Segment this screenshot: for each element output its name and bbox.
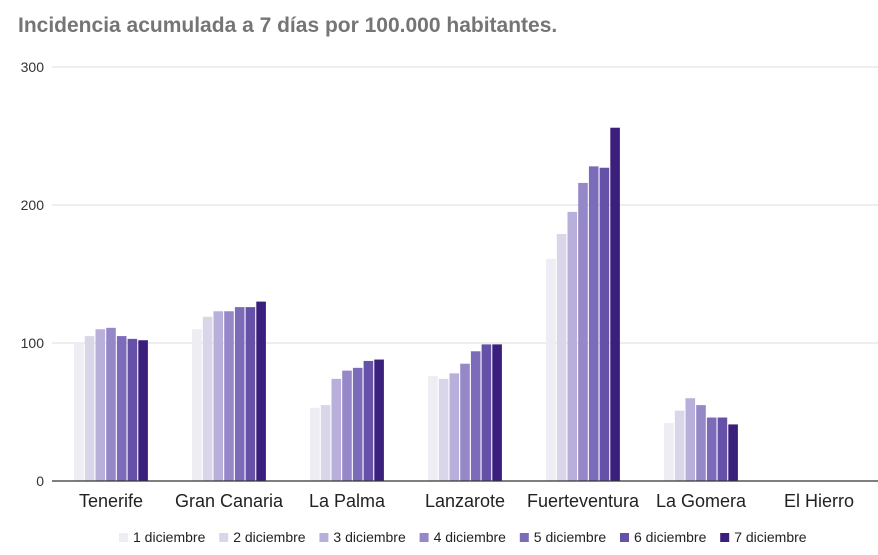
bar-fuerteventura-6-diciembre	[599, 167, 610, 482]
legend-swatch	[720, 533, 730, 542]
bar-la-palma-1-diciembre	[310, 407, 320, 481]
bar-gran-canaria-6-diciembre	[245, 307, 256, 481]
bar-fuerteventura-3-diciembre	[567, 211, 578, 481]
bar-la-gomera-4-diciembre	[696, 405, 706, 481]
bar-fuerteventura-1-diciembre	[546, 258, 556, 481]
legend-item: 6 diciembre	[620, 529, 707, 545]
bar-lanzarote-2-diciembre	[438, 378, 449, 481]
bar-gran-canaria-3-diciembre	[213, 311, 224, 481]
grid-lines	[52, 66, 878, 344]
bar-la-gomera-6-diciembre	[717, 417, 728, 481]
legend-label: 7 diciembre	[734, 529, 807, 545]
y-tick-label: 200	[21, 197, 45, 213]
legend-label: 2 diciembre	[233, 529, 306, 545]
bar-tenerife-3-diciembre	[95, 329, 106, 481]
legend: 1 diciembre 2 diciembre 3 diciembre 4 dicie…	[119, 529, 807, 545]
legend-swatch	[620, 533, 629, 542]
legend-item: 5 diciembre	[519, 529, 607, 545]
bar-tenerife-1-diciembre	[74, 343, 84, 481]
bar-gran-canaria-4-diciembre	[224, 311, 234, 481]
bar-la-palma-5-diciembre	[352, 367, 363, 481]
x-tick-label: Lanzarote	[425, 491, 505, 511]
x-tick-label: Fuerteventura	[527, 491, 640, 511]
bar-lanzarote-4-diciembre	[460, 363, 470, 481]
bar-fuerteventura-4-diciembre	[578, 182, 588, 482]
bar-lanzarote-1-diciembre	[428, 376, 438, 481]
legend-label: 4 diciembre	[434, 529, 507, 545]
bar-tenerife-2-diciembre	[84, 336, 95, 481]
bar-la-gomera-5-diciembre	[706, 417, 717, 481]
y-tick-label: 100	[21, 335, 45, 351]
bar-la-gomera-1-diciembre	[664, 423, 674, 481]
bar-lanzarote-6-diciembre	[481, 344, 492, 481]
legend-item: 1 diciembre	[119, 529, 206, 545]
bar-fuerteventura-7-diciembre	[610, 127, 620, 481]
bar-la-palma-2-diciembre	[320, 405, 331, 481]
bar-la-palma-6-diciembre	[363, 360, 374, 481]
legend-swatch	[519, 533, 529, 542]
legend-label: 6 diciembre	[634, 529, 707, 545]
bar-la-palma-7-diciembre	[374, 359, 384, 481]
bar-la-gomera-3-diciembre	[685, 398, 696, 481]
chart-title: Incidencia acumulada a 7 días por 100.00…	[18, 14, 558, 37]
bar-tenerife-7-diciembre	[138, 340, 148, 481]
x-tick-label: El Hierro	[784, 491, 854, 511]
bar-gran-canaria-1-diciembre	[192, 329, 202, 481]
y-tick-label: 300	[21, 59, 45, 75]
legend-label: 3 diciembre	[333, 529, 406, 545]
bar-lanzarote-5-diciembre	[470, 351, 481, 481]
legend-label: 5 diciembre	[534, 529, 607, 545]
legend-swatch	[219, 533, 229, 542]
bar-tenerife-5-diciembre	[116, 336, 127, 481]
legend-item: 2 diciembre	[219, 529, 306, 545]
bar-tenerife-6-diciembre	[127, 338, 138, 481]
bars	[74, 127, 738, 482]
bar-lanzarote-7-diciembre	[492, 344, 502, 481]
bar-gran-canaria-2-diciembre	[202, 316, 213, 481]
bar-tenerife-4-diciembre	[106, 327, 116, 481]
x-tick-label: La Palma	[309, 491, 386, 511]
x-tick-label: Tenerife	[79, 491, 143, 511]
bar-gran-canaria-7-diciembre	[256, 301, 266, 481]
legend-label: 1 diciembre	[133, 529, 206, 545]
legend-swatch	[319, 533, 329, 542]
legend-item: 7 diciembre	[720, 529, 807, 545]
bar-la-gomera-7-diciembre	[728, 424, 738, 481]
bar-la-palma-4-diciembre	[342, 370, 352, 481]
legend-swatch	[419, 533, 429, 542]
legend-item: 3 diciembre	[319, 529, 406, 545]
x-tick-label: La Gomera	[656, 491, 747, 511]
bar-lanzarote-3-diciembre	[449, 373, 460, 481]
bar-fuerteventura-2-diciembre	[556, 233, 567, 481]
bar-la-palma-3-diciembre	[331, 378, 342, 481]
y-tick-label: 0	[36, 473, 44, 489]
legend-swatch	[119, 533, 128, 542]
bar-fuerteventura-5-diciembre	[588, 166, 599, 482]
bar-gran-canaria-5-diciembre	[234, 307, 245, 481]
bar-la-gomera-2-diciembre	[674, 410, 685, 481]
x-tick-label: Gran Canaria	[175, 491, 284, 511]
axes: 0 100 200 300 Tenerife Gran Canaria La Palma La…	[21, 59, 878, 511]
legend-item: 4 diciembre	[419, 529, 507, 545]
